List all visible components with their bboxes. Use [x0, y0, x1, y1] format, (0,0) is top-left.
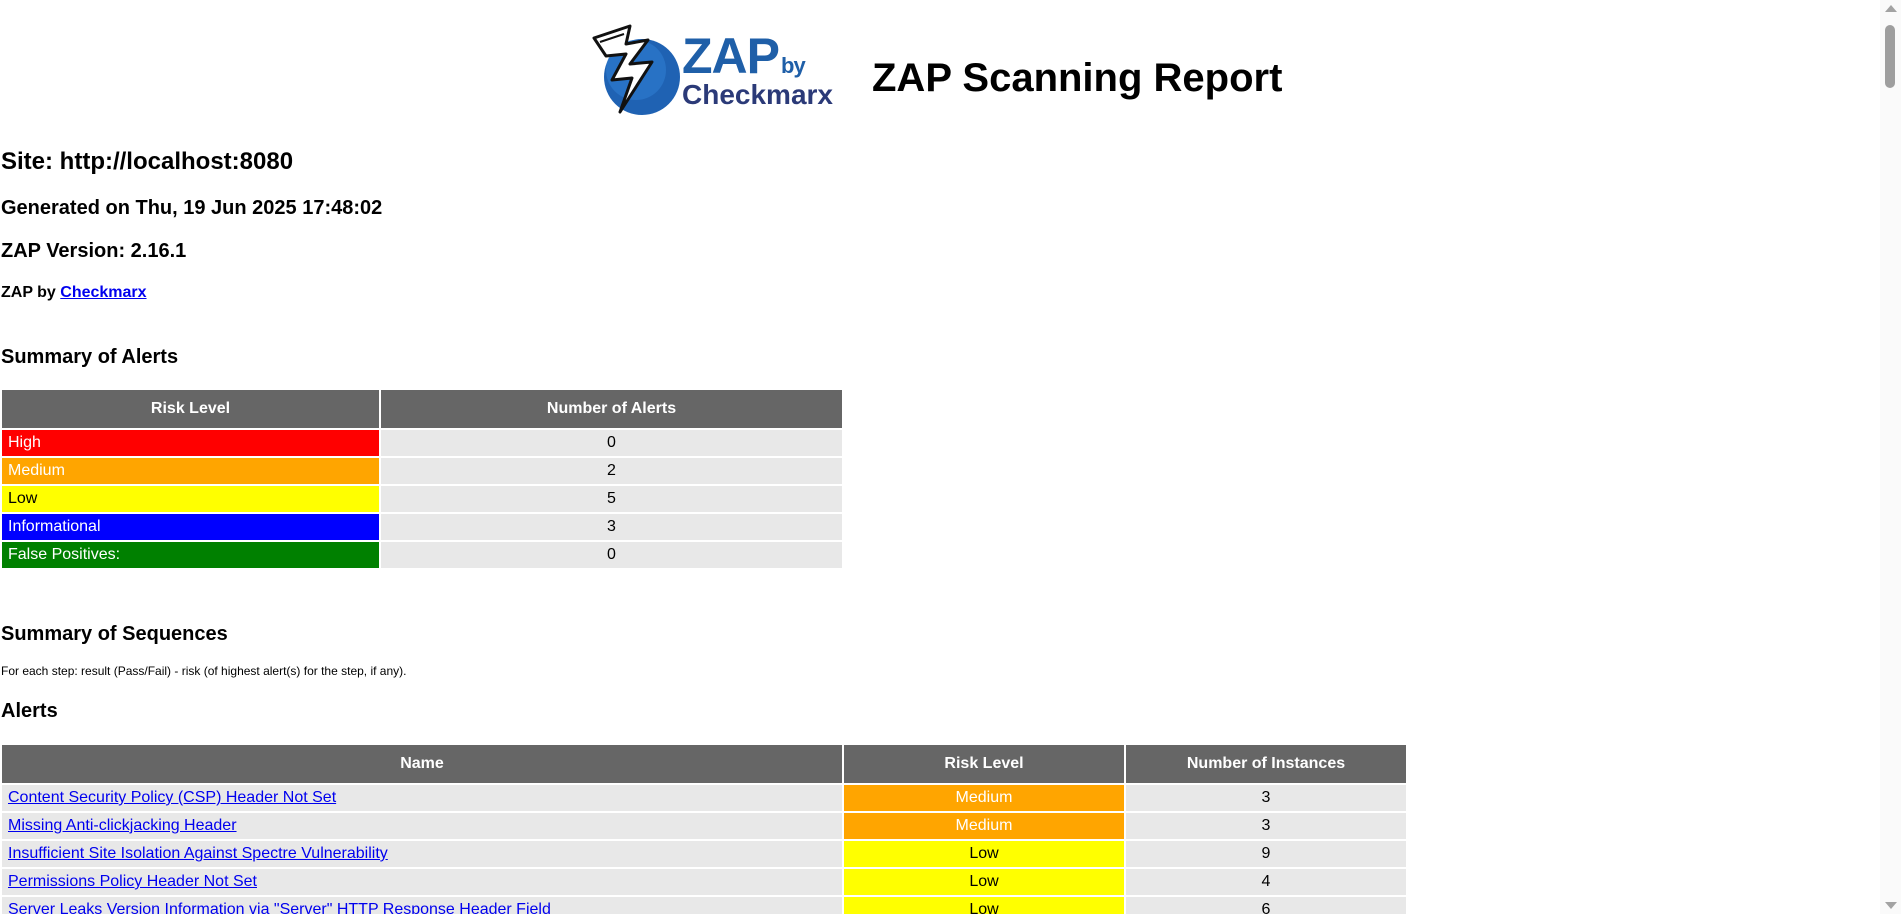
byline: ZAP by Checkmarx — [1, 284, 147, 302]
alert-instances-cell: 9 — [1126, 841, 1406, 867]
summary-sequences-heading: Summary of Sequences — [1, 623, 228, 645]
alert-name-link[interactable]: Server Leaks Version Information via "Se… — [8, 901, 551, 914]
scrollbar-thumb[interactable] — [1885, 25, 1895, 88]
table-row: Informational 3 — [2, 514, 842, 540]
alert-count-cell: 0 — [381, 542, 842, 568]
col-header-risk-level: Risk Level — [844, 745, 1124, 783]
alert-risk-cell: Low — [844, 869, 1124, 895]
alert-name-cell: Permissions Policy Header Not Set — [2, 869, 842, 895]
col-header-number-of-alerts: Number of Alerts — [381, 390, 842, 428]
risk-level-cell: False Positives: — [2, 542, 379, 568]
alert-name-cell: Missing Anti-clickjacking Header — [2, 813, 842, 839]
scroll-up-arrow-icon[interactable] — [1885, 5, 1897, 12]
alert-name-link[interactable]: Insufficient Site Isolation Against Spec… — [8, 845, 388, 862]
alert-count-cell: 0 — [381, 430, 842, 456]
alert-instances-cell: 6 — [1126, 897, 1406, 914]
logo-checkmarx-text: Checkmarx — [682, 78, 833, 110]
risk-level-cell: Low — [2, 486, 379, 512]
alerts-table: Name Risk Level Number of Instances Cont… — [0, 743, 1408, 914]
table-row: Insufficient Site Isolation Against Spec… — [2, 841, 1406, 867]
alert-risk-cell: Low — [844, 841, 1124, 867]
zap-checkmarx-logo: ZAPby Checkmarx — [590, 22, 860, 117]
table-row: Missing Anti-clickjacking Header Medium 3 — [2, 813, 1406, 839]
alert-name-link[interactable]: Missing Anti-clickjacking Header — [8, 817, 237, 834]
report-title: ZAP Scanning Report — [872, 56, 1283, 100]
logo-by-text: by — [781, 52, 806, 78]
alert-risk-cell: Medium — [844, 813, 1124, 839]
table-row: Low 5 — [2, 486, 842, 512]
summary-alerts-heading: Summary of Alerts — [1, 346, 179, 368]
alert-risk-cell: Low — [844, 897, 1124, 914]
summary-alerts-table: Risk Level Number of Alerts High 0 Medium 2… — [0, 388, 844, 570]
col-header-number-of-instances: Number of Instances — [1126, 745, 1406, 783]
alert-count-cell: 2 — [381, 458, 842, 484]
lightning-bolt-icon — [592, 24, 680, 115]
table-row: Medium 2 — [2, 458, 842, 484]
alert-instances-cell: 3 — [1126, 785, 1406, 811]
alert-name-cell: Server Leaks Version Information via "Se… — [2, 897, 842, 914]
checkmarx-link[interactable]: Checkmarx — [60, 284, 147, 301]
risk-level-cell: High — [2, 430, 379, 456]
alerts-heading: Alerts — [1, 700, 58, 722]
scroll-down-arrow-icon[interactable] — [1885, 902, 1897, 909]
vertical-scrollbar[interactable] — [1880, 0, 1901, 914]
risk-level-cell: Informational — [2, 514, 379, 540]
alert-count-cell: 5 — [381, 486, 842, 512]
report-header: ZAPby Checkmarx ZAP Scanning Report — [590, 22, 1282, 117]
byline-prefix: ZAP by — [1, 284, 61, 301]
table-row: Permissions Policy Header Not Set Low 4 — [2, 869, 1406, 895]
alert-name-cell: Content Security Policy (CSP) Header Not… — [2, 785, 842, 811]
table-row: Server Leaks Version Information via "Se… — [2, 897, 1406, 914]
generated-date: Generated on Thu, 19 Jun 2025 17:48:02 — [1, 197, 383, 219]
alert-instances-cell: 3 — [1126, 813, 1406, 839]
alert-name-link[interactable]: Permissions Policy Header Not Set — [8, 873, 257, 890]
table-row: Content Security Policy (CSP) Header Not… — [2, 785, 1406, 811]
logo-wordmark: ZAPby Checkmarx — [682, 31, 833, 109]
alert-count-cell: 3 — [381, 514, 842, 540]
zap-version: ZAP Version: 2.16.1 — [1, 240, 187, 262]
logo-zap-text: ZAP — [682, 27, 780, 84]
sequences-note: For each step: result (Pass/Fail) - risk… — [1, 664, 407, 678]
site-heading: Site: http://localhost:8080 — [1, 148, 294, 175]
risk-level-cell: Medium — [2, 458, 379, 484]
alert-name-cell: Insufficient Site Isolation Against Spec… — [2, 841, 842, 867]
col-header-name: Name — [2, 745, 842, 783]
alert-instances-cell: 4 — [1126, 869, 1406, 895]
alert-name-link[interactable]: Content Security Policy (CSP) Header Not… — [8, 789, 337, 806]
col-header-risk-level: Risk Level — [2, 390, 379, 428]
table-row: High 0 — [2, 430, 842, 456]
alert-risk-cell: Medium — [844, 785, 1124, 811]
table-row: False Positives: 0 — [2, 542, 842, 568]
